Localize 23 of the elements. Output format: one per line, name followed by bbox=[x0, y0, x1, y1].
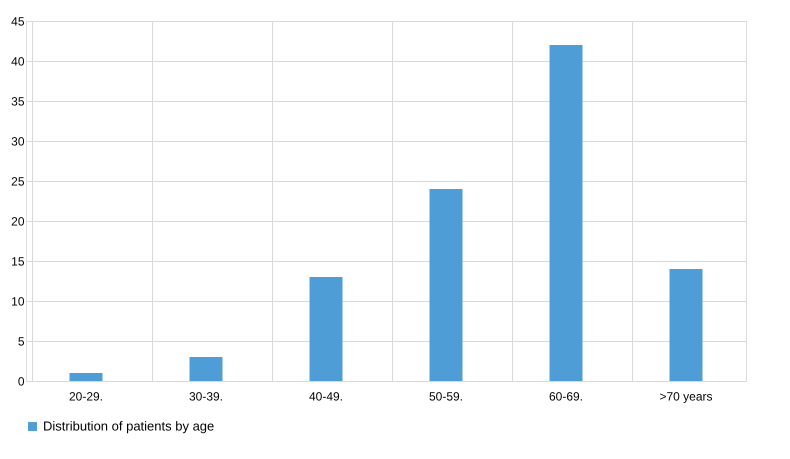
x-tick-label: 40-49. bbox=[308, 390, 344, 404]
y-tick-label: 40 bbox=[11, 54, 25, 68]
bar bbox=[430, 189, 462, 381]
y-tick-label: 5 bbox=[18, 334, 25, 348]
y-tick-label: 45 bbox=[11, 14, 25, 28]
x-tick-label: 20-29. bbox=[68, 390, 104, 404]
legend-label: Distribution of patients by age bbox=[43, 418, 214, 434]
y-tick-label: 25 bbox=[11, 174, 25, 188]
y-tick-label: 20 bbox=[11, 214, 25, 228]
x-tick-label: >70 years bbox=[659, 390, 713, 404]
y-tick-label: 10 bbox=[11, 294, 25, 308]
bar bbox=[310, 277, 342, 381]
y-tick-label: 0 bbox=[18, 374, 25, 388]
y-tick-label: 15 bbox=[11, 254, 25, 268]
x-tick-label: 60-69. bbox=[548, 390, 584, 404]
x-tick-label: 30-39. bbox=[188, 390, 224, 404]
bar bbox=[70, 373, 102, 381]
x-tick-label: 50-59. bbox=[428, 390, 464, 404]
bar bbox=[550, 45, 582, 381]
y-tick-label: 35 bbox=[11, 94, 25, 108]
bar bbox=[190, 357, 222, 381]
bar bbox=[670, 269, 702, 381]
y-tick-label: 30 bbox=[11, 134, 25, 148]
